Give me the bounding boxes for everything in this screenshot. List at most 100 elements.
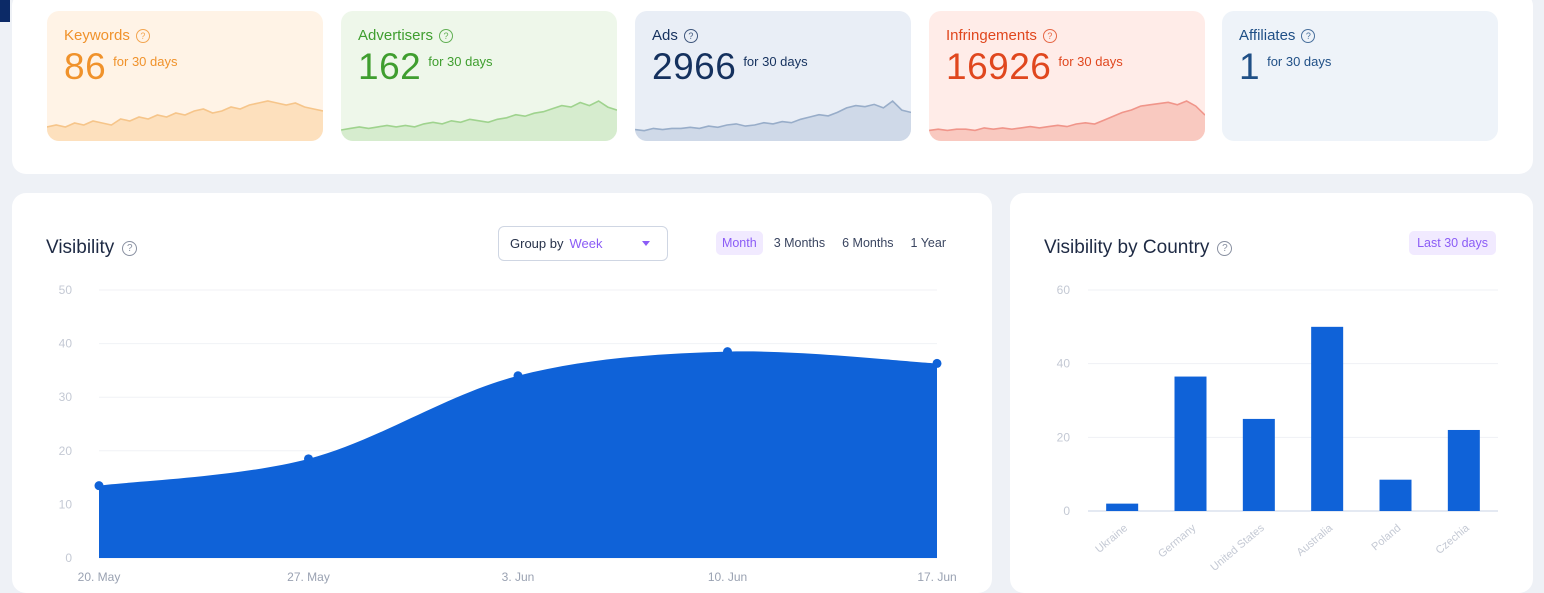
- kpi-value-row: 16926 for 30 days: [946, 47, 1123, 87]
- x-tick-label: United States: [1208, 522, 1267, 574]
- data-point[interactable]: [304, 454, 313, 464]
- bar-australia[interactable]: [1311, 326, 1344, 511]
- kpi-value: 86: [64, 46, 107, 87]
- y-tick-label: 50: [59, 283, 73, 297]
- range-tab-6-months[interactable]: 6 Months: [842, 236, 894, 250]
- x-tick-label: Czechia: [1434, 522, 1473, 557]
- group-by-label: Group by: [510, 236, 564, 251]
- last-30-days-button[interactable]: Last 30 days: [1409, 231, 1496, 255]
- sparkline: [635, 99, 911, 141]
- x-tick-label: Germany: [1156, 522, 1199, 561]
- bar-germany[interactable]: [1174, 376, 1207, 511]
- kpi-value-row: 162 for 30 days: [358, 47, 493, 87]
- country-panel: Visibility by Country ? Last 30 days 0 20…: [1010, 193, 1533, 593]
- y-tick-label: 0: [1063, 504, 1070, 518]
- x-tick-label: 17. Jun: [917, 570, 956, 584]
- help-icon[interactable]: ?: [439, 28, 454, 43]
- range-tabs: Month 3 Months 6 Months 1 Year: [715, 231, 952, 255]
- corner-accent: [0, 0, 10, 22]
- bar-ukraine[interactable]: [1106, 503, 1139, 511]
- kpi-value-row: 1 for 30 days: [1239, 47, 1331, 87]
- x-tick-label: 27. May: [287, 570, 330, 584]
- kpi-title: Keywords?: [64, 27, 150, 44]
- kpi-value-row: 86 for 30 days: [64, 47, 177, 87]
- help-icon[interactable]: ?: [1217, 240, 1233, 256]
- visibility-chart: 0 10 20 30 40 50 20. May 27. May 3. Jun 10. Jun 17…: [59, 283, 957, 584]
- kpi-title-text: Infringements: [946, 27, 1037, 44]
- sparkline: [929, 100, 1205, 141]
- help-icon[interactable]: ?: [1042, 28, 1057, 43]
- kpi-card-ads[interactable]: Ads? 2966 for 30 days: [635, 11, 911, 141]
- help-icon[interactable]: ?: [122, 240, 138, 256]
- kpi-value: 16926: [946, 46, 1052, 87]
- y-tick-label: 20: [59, 444, 73, 458]
- country-title: Visibility by Country ?: [1044, 237, 1233, 259]
- data-point[interactable]: [513, 371, 523, 381]
- kpi-value: 2966: [652, 46, 737, 87]
- kpi-card-affiliates[interactable]: Affiliates? 1 for 30 days: [1222, 11, 1498, 141]
- help-icon[interactable]: ?: [135, 28, 150, 43]
- kpi-title-text: Keywords: [64, 27, 130, 44]
- sparkline-area: [635, 101, 911, 141]
- kpi-card-advertisers[interactable]: Advertisers? 162 for 30 days: [341, 11, 617, 141]
- y-tick-label: 0: [65, 551, 72, 565]
- kpi-panel: Keywords? 86 for 30 days Advertisers? 162 for…: [12, 0, 1533, 174]
- kpi-value: 1: [1239, 46, 1261, 87]
- bar-czechia[interactable]: [1447, 429, 1480, 511]
- visibility-panel: Visibility ? Group by Week Month 3 Months…: [12, 193, 992, 593]
- area-series: [99, 351, 937, 558]
- data-point[interactable]: [723, 347, 732, 357]
- group-by-value: Week: [569, 236, 603, 251]
- group-by-select[interactable]: Group by Week: [498, 226, 668, 261]
- kpi-title: Ads?: [652, 27, 698, 44]
- x-tick-label: 20. May: [78, 570, 121, 584]
- y-tick-label: 40: [59, 337, 73, 351]
- x-tick-label: Australia: [1295, 522, 1336, 559]
- country-title-text: Visibility by Country: [1044, 237, 1210, 258]
- kpi-title-text: Advertisers: [358, 27, 434, 44]
- sparkline-area: [929, 101, 1205, 141]
- kpi-period: for 30 days: [743, 54, 808, 69]
- kpi-card-keywords[interactable]: Keywords? 86 for 30 days: [47, 11, 323, 141]
- range-tab-month[interactable]: Month: [715, 231, 763, 255]
- x-tick-label: Poland: [1369, 522, 1403, 553]
- y-tick-label: 10: [59, 497, 73, 511]
- x-tick-label: Ukraine: [1093, 522, 1130, 556]
- kpi-card-infringements[interactable]: Infringements? 16926 for 30 days: [929, 11, 1205, 141]
- kpi-title: Advertisers?: [358, 27, 454, 44]
- kpi-title: Infringements?: [946, 27, 1057, 44]
- y-tick-label: 20: [1057, 430, 1071, 444]
- data-point[interactable]: [94, 481, 104, 491]
- sparkline-line: [635, 99, 911, 132]
- help-icon[interactable]: ?: [683, 28, 698, 43]
- bar-poland[interactable]: [1379, 479, 1412, 511]
- x-tick-label: 10. Jun: [708, 570, 747, 584]
- sparkline: [47, 100, 323, 141]
- visibility-title-text: Visibility: [46, 237, 115, 258]
- y-tick-label: 40: [1057, 357, 1071, 371]
- kpi-period: for 30 days: [113, 54, 178, 69]
- sparkline-line: [929, 100, 1205, 132]
- data-point[interactable]: [932, 358, 942, 368]
- help-icon[interactable]: ?: [1301, 28, 1316, 43]
- range-tab-3-months[interactable]: 3 Months: [773, 236, 826, 250]
- country-chart: 0 20 40 60 Ukraine Germany United States Austra…: [1057, 283, 1498, 574]
- sparkline: [341, 100, 617, 141]
- y-tick-label: 30: [59, 390, 73, 404]
- kpi-period: for 30 days: [428, 54, 493, 69]
- kpi-value-row: 2966 for 30 days: [652, 47, 808, 87]
- visibility-title: Visibility ?: [46, 237, 138, 259]
- sparkline-line: [341, 100, 617, 131]
- sparkline-line: [47, 100, 323, 128]
- kpi-period: for 30 days: [1267, 54, 1332, 69]
- range-tab-1-year[interactable]: 1 Year: [910, 236, 946, 250]
- y-tick-label: 60: [1057, 283, 1071, 297]
- sparkline-area: [47, 101, 323, 141]
- x-tick-label: 3. Jun: [502, 570, 535, 584]
- kpi-title: Affiliates?: [1239, 27, 1316, 44]
- kpi-value: 162: [358, 46, 422, 87]
- bar-united-states[interactable]: [1242, 418, 1275, 511]
- kpi-period: for 30 days: [1058, 54, 1123, 69]
- kpi-title-text: Ads: [652, 27, 678, 44]
- caret-down-icon: [642, 241, 650, 246]
